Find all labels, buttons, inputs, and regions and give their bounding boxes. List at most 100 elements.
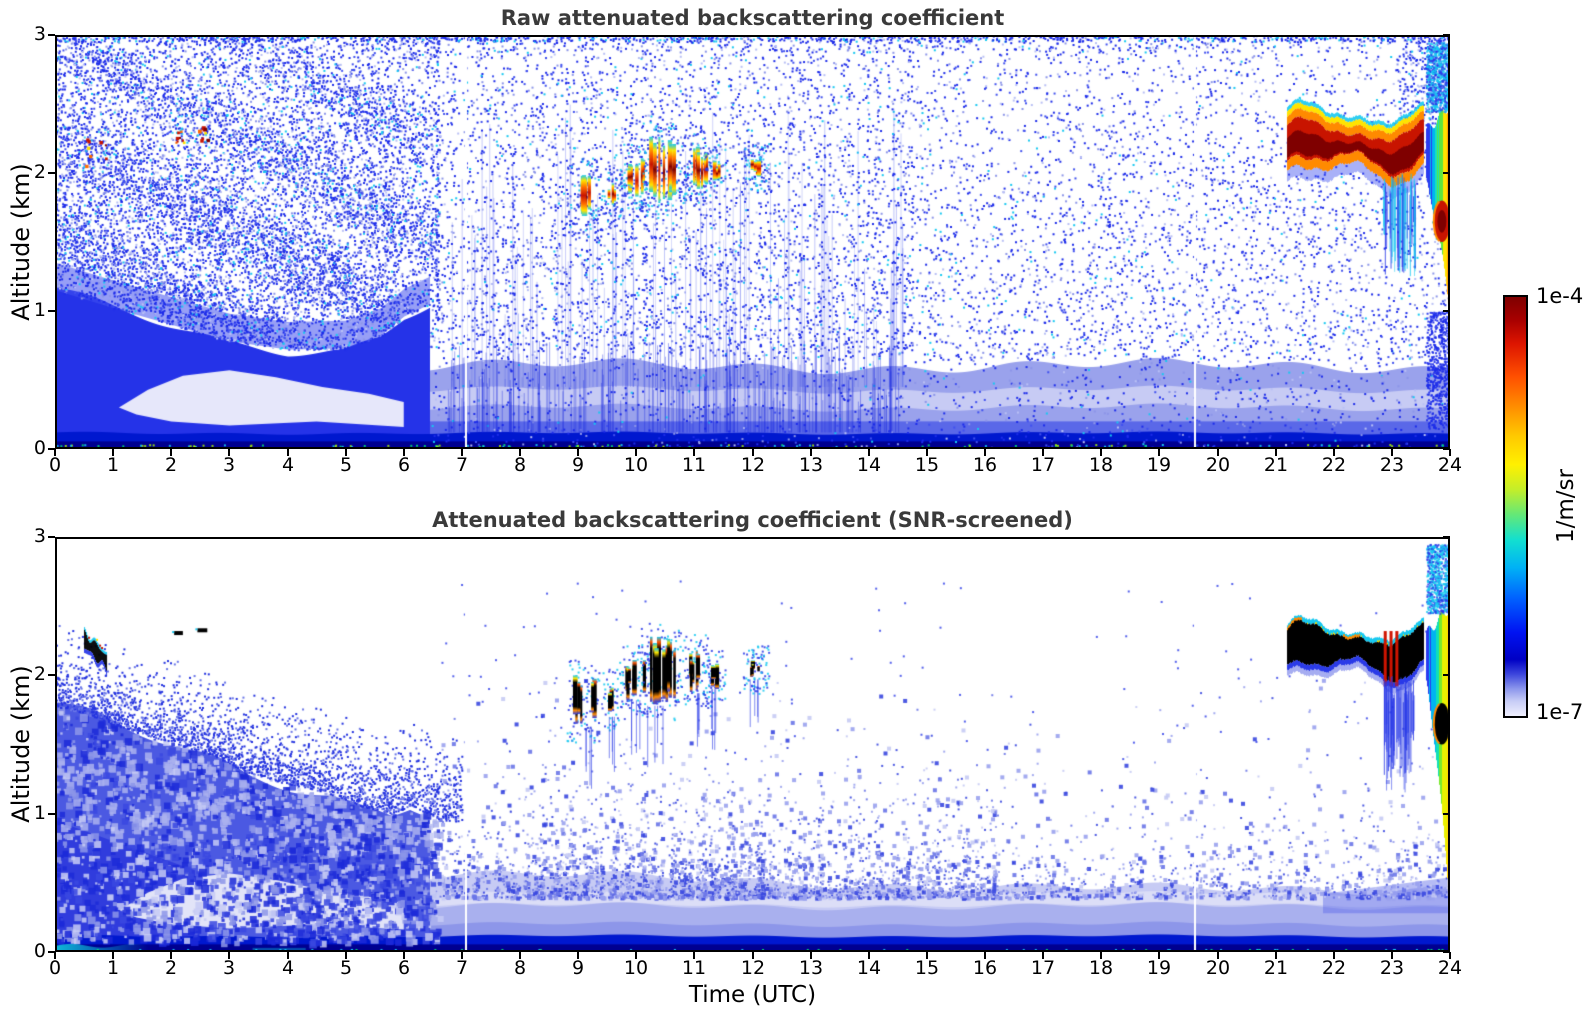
x-tick-label: 8: [513, 454, 527, 476]
y-tick-mark: [48, 172, 55, 174]
y-tick-label: 2: [33, 161, 46, 183]
x-tick-label: 20: [1205, 957, 1231, 979]
x-tick-mark: [170, 952, 172, 959]
x-tick-label: 8: [513, 957, 527, 979]
x-tick-label: 22: [1321, 454, 1347, 476]
y-tick-mark: [48, 448, 55, 450]
x-tick-label: 20: [1205, 454, 1231, 476]
x-tick-label: 24: [1437, 957, 1463, 979]
x-tick-label: 1: [106, 454, 120, 476]
x-tick-mark: [345, 449, 347, 456]
y-tick-mark-right: [1443, 674, 1450, 676]
x-tick-mark: [112, 449, 114, 456]
x-tick-mark: [1275, 952, 1277, 959]
x-tick-mark: [984, 449, 986, 456]
x-tick-label: 3: [222, 957, 236, 979]
y-tick-label: 1: [33, 802, 46, 824]
x-tick-label: 1: [106, 957, 120, 979]
y-tick-mark: [48, 813, 55, 815]
y-tick-mark-right: [1443, 536, 1450, 538]
x-tick-label: 2: [164, 957, 178, 979]
x-tick-label: 6: [397, 957, 411, 979]
x-tick-mark: [1100, 952, 1102, 959]
y-tick-mark: [48, 310, 55, 312]
x-tick-mark: [403, 952, 405, 959]
x-tick-mark: [1275, 449, 1277, 456]
x-tick-mark: [810, 952, 812, 959]
x-tick-label: 10: [623, 957, 649, 979]
x-tick-label: 13: [798, 957, 824, 979]
x-tick-label: 0: [48, 454, 62, 476]
raw-y-axis-label: Altitude (km): [7, 163, 35, 321]
x-tick-label: 15: [914, 454, 940, 476]
x-tick-label: 9: [571, 454, 585, 476]
y-tick-mark-right: [1443, 951, 1450, 953]
x-tick-label: 22: [1321, 957, 1347, 979]
x-tick-mark: [810, 449, 812, 456]
x-tick-label: 4: [281, 957, 295, 979]
x-tick-mark: [1449, 449, 1451, 456]
colorbar-max-label: 1e-4: [1536, 284, 1584, 308]
x-tick-label: 17: [1030, 454, 1056, 476]
x-tick-mark: [1391, 449, 1393, 456]
x-tick-mark: [403, 449, 405, 456]
x-tick-label: 18: [1088, 957, 1114, 979]
x-axis-label: Time (UTC): [688, 982, 817, 1008]
x-tick-label: 14: [856, 454, 882, 476]
x-tick-label: 17: [1030, 957, 1056, 979]
x-tick-mark: [228, 449, 230, 456]
screened-y-axis-label: Altitude (km): [7, 665, 35, 823]
x-tick-mark: [1449, 952, 1451, 959]
y-tick-mark-right: [1443, 172, 1450, 174]
x-tick-mark: [1158, 449, 1160, 456]
x-tick-mark: [926, 952, 928, 959]
x-tick-mark: [1158, 952, 1160, 959]
x-tick-mark: [693, 449, 695, 456]
x-tick-mark: [461, 449, 463, 456]
x-tick-mark: [345, 952, 347, 959]
x-tick-mark: [228, 952, 230, 959]
y-tick-label: 1: [33, 299, 46, 321]
colorbar-min-label: 1e-7: [1536, 700, 1584, 724]
x-tick-mark: [635, 952, 637, 959]
x-tick-label: 24: [1437, 454, 1463, 476]
y-tick-mark-right: [1443, 34, 1450, 36]
y-tick-label: 3: [33, 525, 46, 547]
x-tick-mark: [752, 449, 754, 456]
y-tick-mark: [48, 536, 55, 538]
x-tick-label: 23: [1379, 957, 1405, 979]
x-tick-mark: [635, 449, 637, 456]
colorbar: [1503, 295, 1528, 718]
x-tick-mark: [54, 952, 56, 959]
x-tick-label: 16: [972, 957, 998, 979]
x-tick-label: 5: [339, 957, 353, 979]
x-tick-label: 19: [1146, 454, 1172, 476]
x-tick-mark: [519, 952, 521, 959]
x-tick-label: 23: [1379, 454, 1405, 476]
y-tick-mark: [48, 34, 55, 36]
x-tick-mark: [577, 449, 579, 456]
x-tick-mark: [693, 952, 695, 959]
x-tick-mark: [926, 449, 928, 456]
x-tick-label: 5: [339, 454, 353, 476]
x-tick-mark: [287, 952, 289, 959]
x-tick-mark: [1333, 952, 1335, 959]
screened-heatmap: [55, 537, 1450, 952]
x-tick-mark: [519, 449, 521, 456]
x-tick-label: 21: [1263, 957, 1289, 979]
x-tick-label: 18: [1088, 454, 1114, 476]
x-tick-label: 0: [48, 957, 62, 979]
x-tick-label: 15: [914, 957, 940, 979]
x-tick-mark: [1333, 449, 1335, 456]
x-tick-mark: [577, 952, 579, 959]
x-tick-label: 2: [164, 454, 178, 476]
x-tick-mark: [112, 952, 114, 959]
x-tick-mark: [461, 952, 463, 959]
x-tick-mark: [1217, 449, 1219, 456]
x-tick-label: 21: [1263, 454, 1289, 476]
screened-panel-title: Attenuated backscattering coefficient (S…: [432, 508, 1073, 532]
y-tick-mark-right: [1443, 448, 1450, 450]
y-tick-mark-right: [1443, 813, 1450, 815]
x-tick-label: 11: [681, 454, 707, 476]
